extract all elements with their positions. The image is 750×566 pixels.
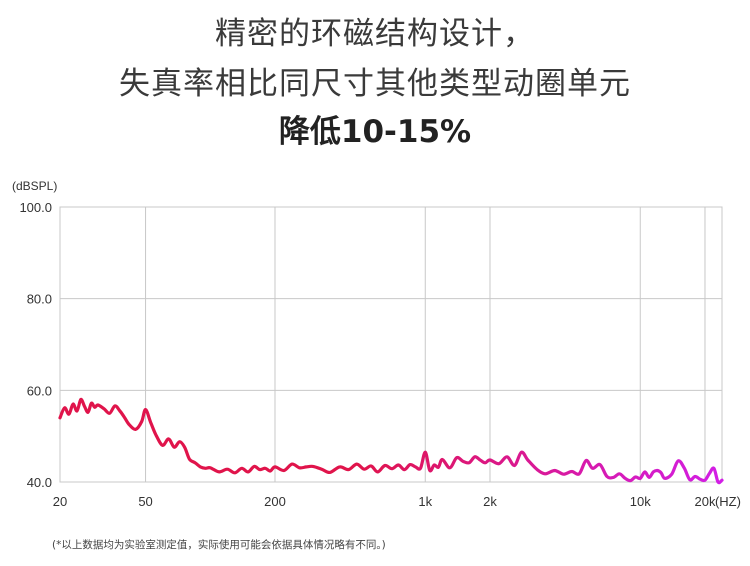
y-tick-label: 40.0	[27, 475, 52, 490]
x-axis-unit-label: (HZ)	[715, 494, 741, 509]
headline-line-3: 降低10-15%	[278, 114, 472, 150]
y-tick-label: 80.0	[27, 292, 52, 307]
y-tick-label: 100.0	[19, 200, 52, 215]
axis-labels: (dBSPL) 100.0 80.0 60.0 40.020 50 200 1k 2k 10k 2…	[12, 179, 741, 509]
frequency-response-line	[58, 397, 724, 485]
x-tick-label: 20	[53, 494, 67, 509]
headline-line-1: 精密的环磁结构设计，	[215, 16, 535, 52]
x-tick-label: 2k	[483, 494, 497, 509]
y-tick-label: 60.0	[27, 383, 52, 398]
x-tick-label: 10k	[630, 494, 651, 509]
x-tick-label: 20k	[694, 494, 715, 509]
x-tick-label: 1k	[418, 494, 432, 509]
x-tick-label: 200	[264, 494, 286, 509]
y-axis-unit-label: (dBSPL)	[12, 179, 57, 193]
grid	[59, 206, 723, 483]
headline-line-2: 失真率相比同尺寸其他类型动圈单元	[119, 66, 631, 102]
x-tick-label: 50	[138, 494, 152, 509]
footnote: (*以上数据均为实验室测定值，实际使用可能会依据具体情况略有不同。)	[52, 539, 386, 551]
